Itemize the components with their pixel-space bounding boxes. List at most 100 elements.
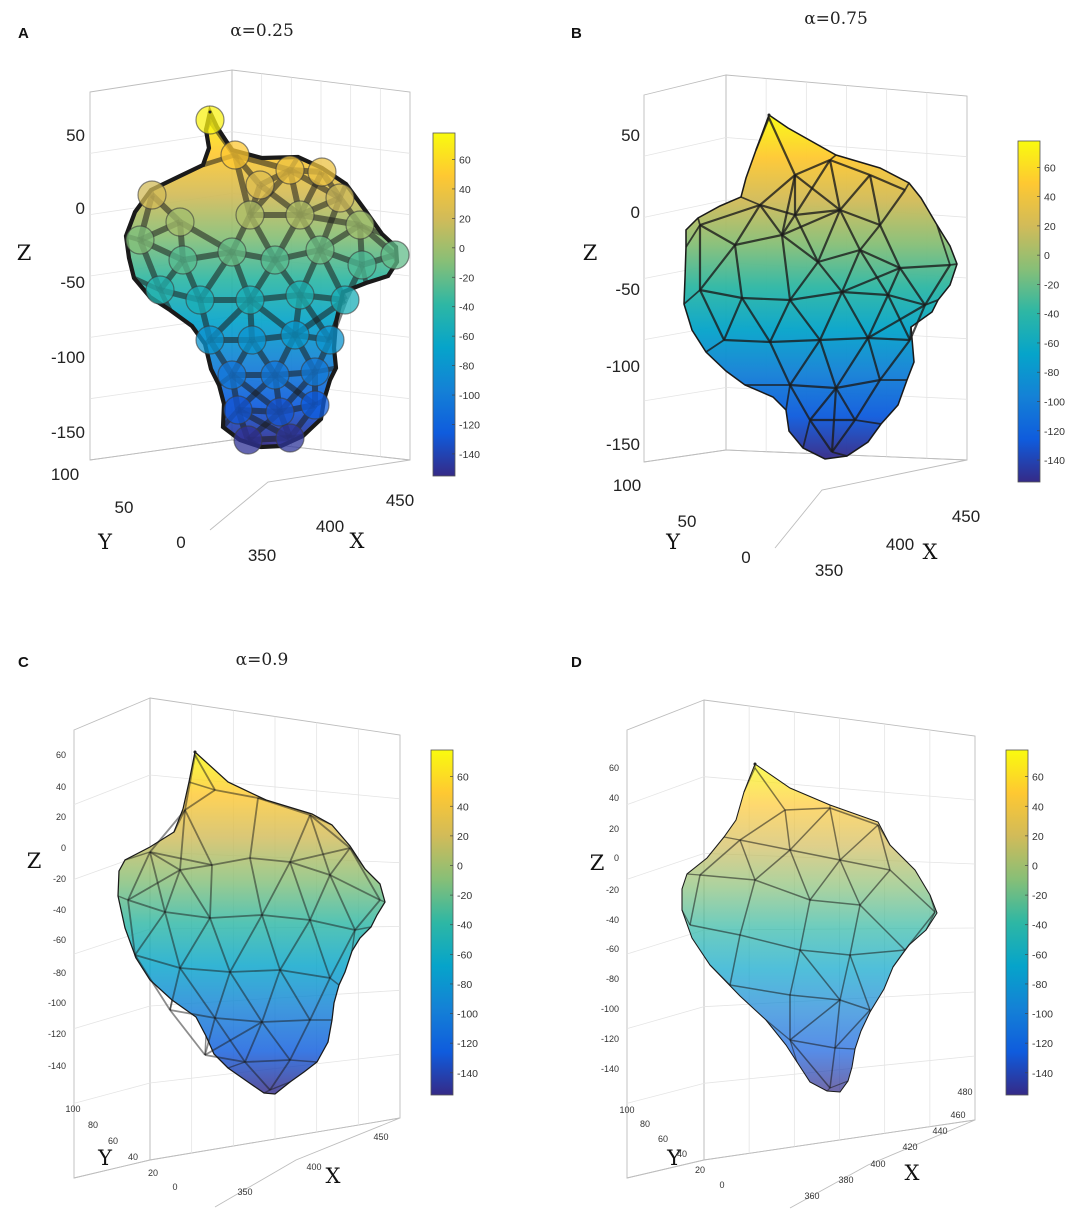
mesh-edge [229, 969, 281, 973]
z-tick-label: -80 [53, 968, 66, 978]
mesh-edge [179, 864, 213, 871]
mesh-edge [329, 929, 356, 979]
mesh-edge [683, 289, 701, 305]
z-tick-label: 60 [609, 763, 619, 773]
mesh-edge [818, 339, 838, 389]
colorbar-gradient [1017, 140, 1041, 483]
z-tick-label: 0 [631, 203, 640, 222]
z-tick-label: 40 [56, 782, 66, 792]
mesh-edge [689, 874, 701, 926]
mesh-edge [899, 267, 926, 306]
mesh-edge [741, 296, 791, 302]
mesh-edge [889, 869, 936, 913]
mesh-edge [868, 174, 882, 226]
x-tick-label: 400 [886, 535, 914, 554]
mesh-edge [309, 919, 356, 931]
colorbar-tick-label: 40 [1044, 192, 1056, 204]
mesh-edge [149, 851, 181, 871]
mesh-edge [839, 824, 879, 861]
colorbar-tick-label: -40 [1044, 309, 1059, 321]
mesh-edge [204, 1017, 216, 1056]
mesh-edge [164, 911, 181, 969]
mesh-edge [841, 291, 869, 339]
mesh-edge [739, 839, 791, 851]
alpha-shape-surface [117, 750, 386, 1095]
alpha-ball [330, 285, 360, 315]
mesh-edge [134, 954, 181, 969]
floor-outline [643, 449, 968, 549]
mesh-edge [834, 1009, 871, 1049]
gridline [643, 199, 727, 218]
mesh-edge [781, 234, 819, 263]
alpha-ball [280, 320, 310, 350]
colorbar-tick-label: -80 [459, 361, 474, 373]
mesh-edge [829, 807, 879, 826]
mesh-edge [309, 919, 331, 979]
mesh-edge [754, 879, 811, 901]
z-tick-label: 60 [56, 750, 66, 760]
y-axis: 100 50 0 Y [613, 476, 751, 567]
mesh-edge [329, 874, 356, 931]
colorbar-tick-label: 60 [1032, 772, 1044, 784]
mesh-edge [839, 859, 891, 871]
y-axis-label: Y [97, 1146, 113, 1170]
mesh-edge [733, 244, 744, 299]
mesh-edge [866, 337, 882, 381]
alpha-ball [275, 423, 305, 453]
mesh-edge [194, 754, 216, 791]
x-tick-label: 450 [952, 507, 980, 526]
colorbar-tick-label: -40 [1032, 920, 1047, 932]
mesh-edge [209, 864, 213, 919]
mesh-edge [741, 297, 771, 343]
z-tick-label: -80 [606, 974, 619, 984]
mesh-edge [127, 899, 136, 956]
z-tick-label: -60 [53, 935, 66, 945]
floor-outline [89, 439, 411, 531]
mesh-edge [229, 914, 263, 973]
panel-d: D 60 40 20 0 -20 -40 -60 -80 -100 -120 -140 Z 100 80 60… [571, 654, 1053, 1209]
alpha-ball [300, 357, 330, 387]
mesh-edge [279, 969, 311, 1021]
z-tick-label: 20 [609, 824, 619, 834]
mesh-edge [924, 299, 939, 306]
mesh-edge [754, 849, 791, 881]
colorbar: 60 40 20 0 -20 -40 -60 -80 -100 -120 -140 [432, 132, 480, 477]
mesh-edge [179, 967, 231, 973]
mesh-edge [729, 934, 741, 986]
alpha-title: α=0.25 [230, 21, 294, 41]
alpha-ball [235, 285, 265, 315]
mesh-edge [743, 767, 756, 793]
mesh-edge [349, 847, 366, 870]
alpha-ball [195, 325, 225, 355]
colorbar-tick-label: 20 [459, 213, 471, 225]
mesh-edge [828, 159, 842, 211]
alpha-ball [223, 395, 253, 425]
mesh-edge [859, 248, 901, 270]
mesh-edge [809, 859, 841, 901]
mesh-edge [685, 224, 701, 248]
mesh-edge [867, 304, 926, 339]
alpha-ball [237, 325, 267, 355]
mesh-edge [887, 293, 926, 307]
mesh-edge [879, 339, 911, 381]
colorbar-tick-label: 0 [1044, 250, 1050, 262]
z-tick-label: -100 [606, 357, 640, 376]
colorbar-gradient [1005, 749, 1029, 1096]
mesh-edge [279, 919, 311, 971]
mesh-edge [839, 174, 871, 211]
mesh-edge [817, 248, 861, 264]
mesh-edge [936, 224, 951, 266]
z-tick-label: -100 [601, 1004, 619, 1014]
mesh-edge [214, 789, 259, 799]
z-tick-label: 0 [76, 199, 85, 218]
mesh-edge [834, 999, 841, 1049]
gridline [73, 774, 151, 806]
mesh-edge [354, 899, 381, 931]
panel-letter: B [571, 25, 582, 42]
mesh-edge [249, 797, 259, 859]
colorbar-tick-label: -60 [1032, 949, 1047, 961]
mesh-edge [780, 234, 792, 301]
gridline [643, 137, 727, 157]
x-tick-label: 360 [804, 1191, 819, 1201]
